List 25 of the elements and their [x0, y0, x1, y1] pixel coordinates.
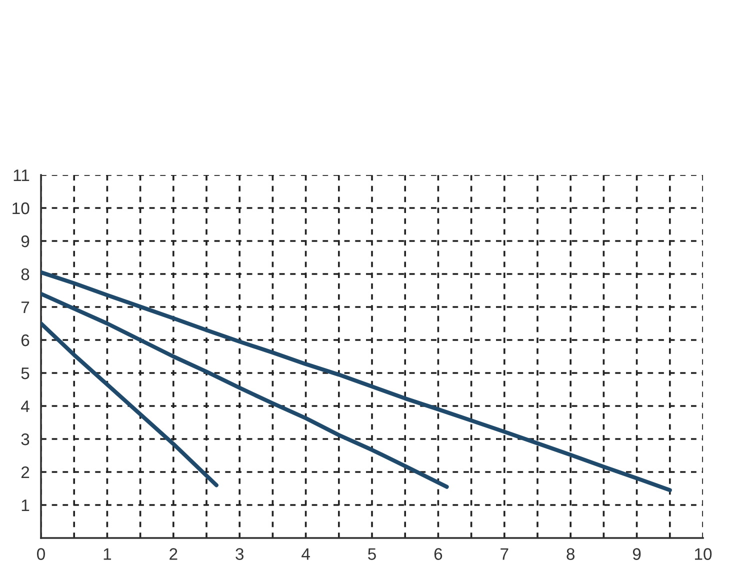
x-tick-label: 9	[632, 548, 641, 560]
x-tick-label: 1	[104, 548, 112, 560]
x-tick-label: 2	[170, 548, 178, 560]
y-tick-label: 7	[21, 302, 30, 314]
y-tick-label: 6	[21, 334, 30, 346]
y-tick-label: 9	[21, 235, 30, 248]
x-tick-label: 6	[434, 548, 442, 560]
y-tick-label: 2	[21, 466, 30, 478]
x-tick-label: 8	[566, 548, 575, 560]
y-tick-label: 5	[21, 368, 30, 380]
y-tick-label: 3	[21, 433, 30, 446]
x-tick-label: 5	[368, 548, 376, 560]
line-series	[41, 321, 218, 488]
x-tick-label: 4	[302, 548, 310, 560]
y-tick-label: 4	[21, 400, 30, 412]
x-tick-label: 0	[37, 548, 45, 560]
line-series	[41, 270, 672, 492]
y-tick-label: 10	[12, 202, 30, 214]
line-series	[41, 292, 449, 489]
y-tick-label: 8	[21, 268, 30, 280]
y-tick-label: 1	[22, 500, 30, 512]
x-tick-label: 3	[236, 548, 244, 560]
x-tick-label: 7	[500, 548, 508, 560]
y-tick-label: 11	[14, 170, 30, 182]
x-tick-label: 10	[695, 548, 712, 560]
